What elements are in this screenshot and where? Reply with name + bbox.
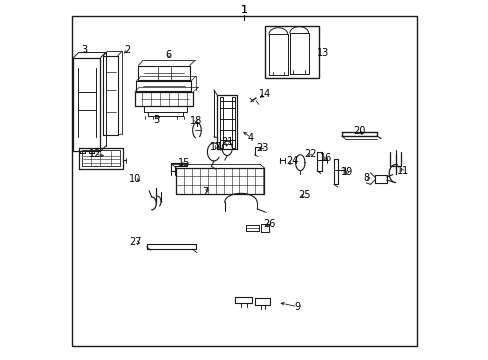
Text: 19: 19 [341, 167, 353, 177]
Text: 10: 10 [128, 174, 141, 184]
Text: 1: 1 [241, 5, 247, 15]
Text: 21: 21 [221, 137, 233, 147]
Text: 5: 5 [153, 114, 159, 125]
Text: 18: 18 [189, 116, 202, 126]
Text: 15: 15 [178, 158, 190, 168]
Text: 24: 24 [286, 156, 298, 166]
Bar [265, 26, 318, 78]
Text: 22: 22 [303, 149, 316, 159]
Text: 17: 17 [210, 142, 222, 152]
Text: 25: 25 [298, 190, 310, 200]
Text: 11: 11 [396, 166, 408, 176]
Text: 27: 27 [129, 237, 142, 247]
Text: 7: 7 [202, 186, 208, 197]
Text: 26: 26 [262, 219, 275, 229]
Text: 13: 13 [316, 48, 328, 58]
Text: 2: 2 [124, 45, 130, 55]
Text: 12: 12 [89, 149, 101, 159]
Text: 3: 3 [81, 45, 87, 55]
Text: 16: 16 [319, 153, 331, 163]
Text: 1: 1 [241, 5, 247, 15]
Text: 23: 23 [256, 143, 268, 153]
Text: 6: 6 [165, 50, 172, 60]
Text: 14: 14 [259, 89, 271, 99]
Text: 4: 4 [247, 132, 254, 143]
Text: 20: 20 [353, 126, 365, 136]
Text: 9: 9 [294, 302, 300, 312]
Text: 8: 8 [363, 173, 368, 183]
